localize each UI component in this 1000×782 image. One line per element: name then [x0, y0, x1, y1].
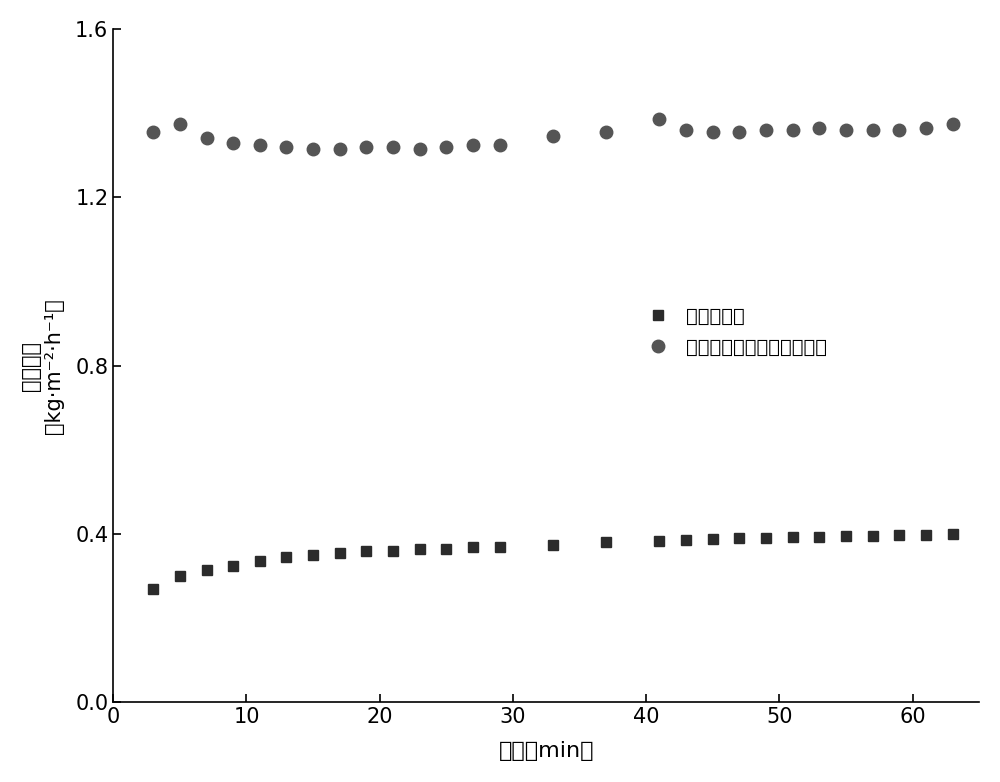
纤维素源碳基光热转换材料 — [467, 140, 479, 149]
纤维素源碳基光热转换材料 — [947, 119, 959, 128]
自然条件下 — [201, 565, 213, 575]
纤维素源碳基光热转换材料 — [920, 123, 932, 132]
纤维素源碳基光热转换材料 — [707, 127, 719, 137]
自然条件下 — [360, 546, 372, 555]
自然条件下 — [760, 533, 772, 543]
纤维素源碳基光热转换材料 — [733, 127, 745, 137]
自然条件下 — [227, 561, 239, 570]
自然条件下 — [893, 531, 905, 540]
纤维素源碳基光热转换材料 — [600, 127, 612, 137]
纤维素源碳基光热转换材料 — [813, 123, 825, 132]
Legend: 自然条件下, 纤维素源碳基光热转换材料: 自然条件下, 纤维素源碳基光热转换材料 — [647, 307, 827, 357]
自然条件下 — [280, 553, 292, 562]
纤维素源碳基光热转换材料 — [547, 131, 559, 141]
自然条件下 — [867, 531, 879, 540]
自然条件下 — [813, 533, 825, 542]
自然条件下 — [840, 532, 852, 541]
纤维素源碳基光热转换材料 — [440, 142, 452, 152]
纤维素源碳基光热转换材料 — [840, 125, 852, 135]
纤维素源碳基光热转换材料 — [867, 125, 879, 135]
自然条件下 — [174, 572, 186, 581]
自然条件下 — [494, 542, 506, 551]
自然条件下 — [680, 536, 692, 545]
自然条件下 — [547, 540, 559, 549]
纤维素源碳基光热转换材料 — [414, 144, 426, 153]
纤维素源碳基光热转换材料 — [174, 119, 186, 128]
自然条件下 — [787, 533, 799, 542]
Line: 纤维素源碳基光热转换材料: 纤维素源碳基光热转换材料 — [147, 113, 959, 155]
自然条件下 — [947, 529, 959, 539]
纤维素源碳基光热转换材料 — [653, 115, 665, 124]
自然条件下 — [147, 584, 159, 594]
自然条件下 — [254, 557, 266, 566]
纤维素源碳基光热转换材料 — [334, 144, 346, 153]
纤维素源碳基光热转换材料 — [387, 142, 399, 152]
自然条件下 — [334, 548, 346, 558]
自然条件下 — [653, 536, 665, 546]
纤维素源碳基光热转换材料 — [360, 142, 372, 152]
Line: 自然条件下: 自然条件下 — [148, 529, 957, 594]
纤维素源碳基光热转换材料 — [494, 140, 506, 149]
自然条件下 — [920, 530, 932, 540]
纤维素源碳基光热转换材料 — [280, 142, 292, 152]
纤维素源碳基光热转换材料 — [307, 144, 319, 153]
纤维素源碳基光热转换材料 — [787, 125, 799, 135]
自然条件下 — [440, 544, 452, 554]
X-axis label: 时间（min）: 时间（min） — [498, 741, 594, 761]
纤维素源碳基光热转换材料 — [760, 125, 772, 135]
自然条件下 — [414, 544, 426, 554]
纤维素源碳基光热转换材料 — [254, 140, 266, 149]
自然条件下 — [387, 546, 399, 555]
纤维素源碳基光热转换材料 — [147, 127, 159, 137]
纤维素源碳基光热转换材料 — [680, 125, 692, 135]
自然条件下 — [733, 533, 745, 543]
Y-axis label: 蒸发速率
（kg·m⁻²·h⁻¹）: 蒸发速率 （kg·m⁻²·h⁻¹） — [21, 298, 64, 433]
纤维素源碳基光热转换材料 — [227, 138, 239, 147]
自然条件下 — [707, 535, 719, 544]
自然条件下 — [600, 538, 612, 547]
纤维素源碳基光热转换材料 — [893, 125, 905, 135]
自然条件下 — [467, 542, 479, 551]
纤维素源碳基光热转换材料 — [201, 134, 213, 143]
自然条件下 — [307, 551, 319, 560]
